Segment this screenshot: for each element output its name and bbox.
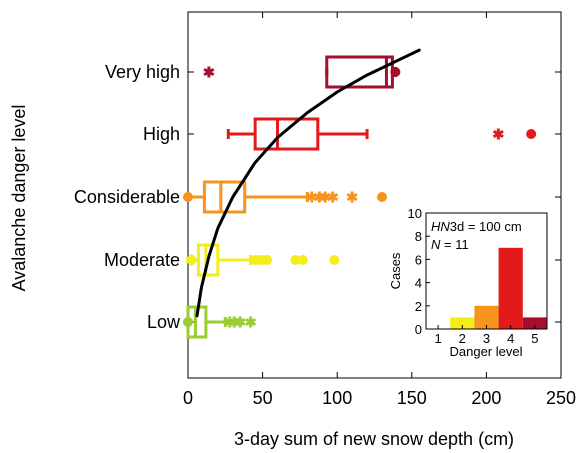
inset-y-axis-label: Cases <box>388 252 403 289</box>
x-tick-label: 50 <box>253 388 273 408</box>
inset-y-tick-label: 4 <box>415 276 422 291</box>
outlier-star <box>492 128 504 140</box>
outlier-dot <box>183 317 193 327</box>
x-axis-label: 3-day sum of new snow depth (cm) <box>234 429 514 449</box>
inset-bar <box>498 247 523 329</box>
box-iqr <box>325 55 394 89</box>
outlier-star <box>245 316 257 328</box>
x-tick-label: 0 <box>183 388 193 408</box>
outlier-star <box>185 254 197 266</box>
outlier-dot <box>376 192 387 202</box>
inset-y-tick-label: 2 <box>415 299 422 314</box>
box-iqr <box>253 117 320 151</box>
outlier-dot <box>297 255 308 265</box>
y-axis-label: Avalanche danger level <box>9 105 29 292</box>
inset-x-tick-label: 4 <box>507 331 514 346</box>
x-tick-label: 200 <box>471 388 501 408</box>
inset-frame <box>425 212 548 330</box>
outlier-dot <box>262 255 273 265</box>
inset-x-tick-label: 3 <box>483 331 490 346</box>
inset-x-tick-label: 5 <box>531 331 538 346</box>
y-tick-label: Low <box>147 312 181 332</box>
inset-y-tick-label: 10 <box>408 206 422 221</box>
outlier-star <box>327 191 339 203</box>
inset-x-tick-label: 2 <box>459 331 466 346</box>
outlier-star <box>203 66 215 78</box>
x-tick-label: 100 <box>322 388 352 408</box>
inset-x-axis-label: Danger level <box>450 344 523 359</box>
y-tick-label: Very high <box>105 62 180 82</box>
y-tick-label: Considerable <box>74 187 180 207</box>
inset-x-tick-label: 1 <box>434 331 441 346</box>
outlier-star <box>234 316 246 328</box>
inset-bar <box>450 317 475 329</box>
inset-y-tick-label: 0 <box>415 322 422 337</box>
inset-annotation-n: N = 11 <box>431 237 469 252</box>
x-tick-label: 150 <box>397 388 427 408</box>
fit-curve <box>195 48 421 318</box>
y-tick-label: High <box>143 124 180 144</box>
box-mean-marker <box>390 67 401 77</box>
x-tick-label: 250 <box>546 388 576 408</box>
inset-bar <box>522 317 547 329</box>
outlier-dot <box>183 192 193 202</box>
outlier-star <box>346 191 358 203</box>
inset-bar-chart: HN3d = 100 cm N = 11 Danger level Cases … <box>388 206 548 359</box>
inset-y-tick-label: 8 <box>415 229 422 244</box>
inset-annotation-hn: HN3d = 100 cm <box>431 219 522 234</box>
inset-y-tick-label: 6 <box>415 252 422 267</box>
box-iqr <box>196 243 220 277</box>
outlier-dot <box>526 129 537 139</box>
inset-bar <box>474 305 499 329</box>
y-tick-label: Moderate <box>104 250 180 270</box>
outlier-dot <box>290 255 301 265</box>
outlier-dot <box>329 255 340 265</box>
